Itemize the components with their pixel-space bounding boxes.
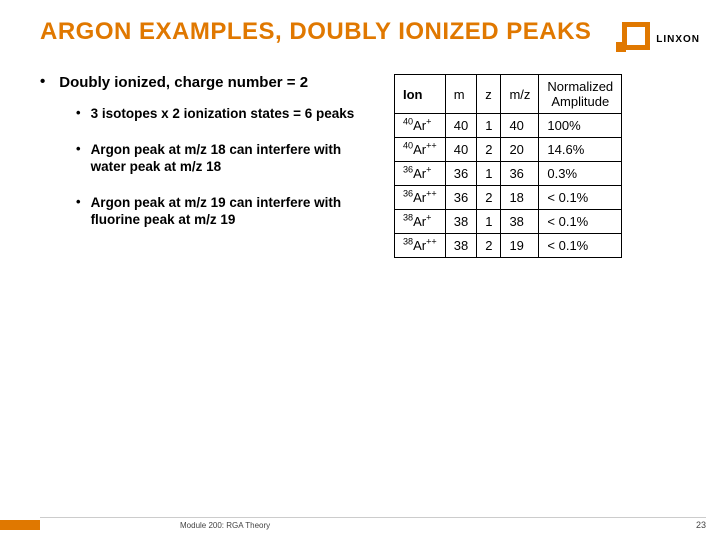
cell-ion: 38Ar+ [395,210,446,234]
col-mz: m/z [501,75,539,114]
divider [40,517,706,518]
logo: LINXON [616,22,700,56]
footer: Module 200: RGA Theory 23 [0,520,720,530]
bullet-icon: • [76,105,81,121]
page-number: 23 [696,520,706,530]
table-row: 36Ar++36218< 0.1% [395,186,622,210]
logo-icon [616,22,650,56]
cell-z: 2 [477,138,501,162]
amp-head-l2: Amplitude [551,94,609,109]
amp-head-l1: Normalized [547,79,613,94]
col-z: z [477,75,501,114]
cell-ion: 38Ar++ [395,234,446,258]
table-row: 40Ar++4022014.6% [395,138,622,162]
cell-m: 36 [445,186,476,210]
cell-amplitude: 0.3% [539,162,622,186]
cell-mz: 20 [501,138,539,162]
slide-title: ARGON EXAMPLES, DOUBLY IONIZED PEAKS [40,18,616,46]
cell-mz: 18 [501,186,539,210]
col-m: m [445,75,476,114]
bullet-column: • Doubly ionized, charge number = 2 • 3 … [40,74,370,258]
cell-mz: 19 [501,234,539,258]
lead-text: Doubly ionized, charge number = 2 [59,74,308,91]
cell-mz: 40 [501,114,539,138]
accent-bar [0,520,40,530]
slide: ARGON EXAMPLES, DOUBLY IONIZED PEAKS LIN… [0,0,720,540]
cell-amplitude: 14.6% [539,138,622,162]
list-item: • Argon peak at m/z 18 can interfere wit… [76,141,370,176]
cell-ion: 40Ar+ [395,114,446,138]
footer-text: Module 200: RGA Theory [180,521,696,530]
cell-m: 40 [445,114,476,138]
bullet-text: 3 isotopes x 2 ionization states = 6 pea… [91,105,355,123]
cell-z: 1 [477,114,501,138]
cell-amplitude: < 0.1% [539,234,622,258]
sub-bullet-list: • 3 isotopes x 2 ionization states = 6 p… [40,105,370,229]
cell-amplitude: < 0.1% [539,210,622,234]
cell-m: 38 [445,234,476,258]
table-column: Ion m z m/z Normalized Amplitude 40Ar+40… [394,74,622,258]
table-row: 40Ar+40140100% [395,114,622,138]
cell-z: 2 [477,186,501,210]
list-item: • 3 isotopes x 2 ionization states = 6 p… [76,105,370,123]
cell-amplitude: < 0.1% [539,186,622,210]
lead-bullet: • Doubly ionized, charge number = 2 [40,74,370,91]
bullet-text: Argon peak at m/z 19 can interfere with … [91,194,370,229]
cell-z: 1 [477,210,501,234]
cell-amplitude: 100% [539,114,622,138]
table-row: 36Ar+361360.3% [395,162,622,186]
title-row: ARGON EXAMPLES, DOUBLY IONIZED PEAKS LIN… [0,0,720,56]
col-ion: Ion [395,75,446,114]
cell-m: 36 [445,162,476,186]
col-amplitude: Normalized Amplitude [539,75,622,114]
cell-mz: 38 [501,210,539,234]
bullet-icon: • [76,194,81,210]
cell-ion: 36Ar+ [395,162,446,186]
table-row: 38Ar++38219< 0.1% [395,234,622,258]
cell-z: 2 [477,234,501,258]
table-row: 38Ar+38138< 0.1% [395,210,622,234]
bullet-text: Argon peak at m/z 18 can interfere with … [91,141,370,176]
cell-z: 1 [477,162,501,186]
bullet-icon: • [76,141,81,157]
cell-ion: 36Ar++ [395,186,446,210]
cell-m: 38 [445,210,476,234]
cell-m: 40 [445,138,476,162]
table-body: 40Ar+40140100%40Ar++4022014.6%36Ar+36136… [395,114,622,258]
body: • Doubly ionized, charge number = 2 • 3 … [0,56,720,258]
cell-ion: 40Ar++ [395,138,446,162]
bullet-icon: • [40,74,45,89]
logo-text: LINXON [656,34,700,45]
ion-table: Ion m z m/z Normalized Amplitude 40Ar+40… [394,74,622,258]
cell-mz: 36 [501,162,539,186]
list-item: • Argon peak at m/z 19 can interfere wit… [76,194,370,229]
table-header-row: Ion m z m/z Normalized Amplitude [395,75,622,114]
